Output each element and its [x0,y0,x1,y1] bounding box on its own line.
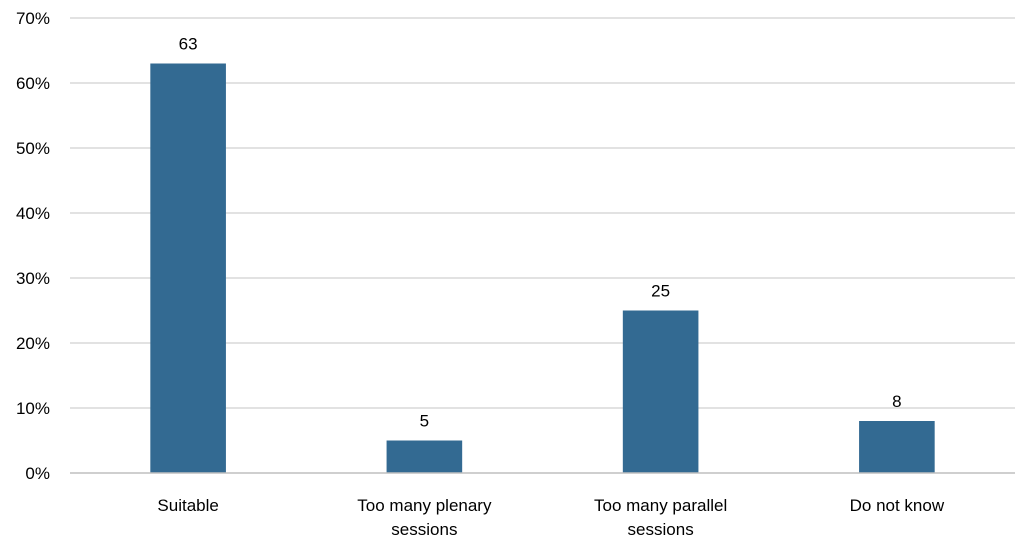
bar [150,63,226,473]
y-tick-label: 60% [16,74,50,93]
y-tick-label: 10% [16,399,50,418]
bars [150,63,935,473]
x-category-label-line: Do not know [850,496,945,515]
x-category-label-line: sessions [391,520,457,539]
y-axis-tick-labels: 0% 10% 20% 30% 40% 50% 60% 70% [16,9,50,483]
data-label: 5 [420,412,429,431]
data-label: 63 [179,35,198,54]
x-category-label: Too many parallel sessions [594,496,727,539]
bar [859,421,935,473]
x-category-label-line: sessions [628,520,694,539]
data-labels: 63 5 25 8 [179,35,902,431]
x-category-label-line: Suitable [157,496,218,515]
x-category-label-line: Too many plenary [357,496,492,515]
y-tick-label: 50% [16,139,50,158]
bar [386,440,463,473]
y-tick-label: 0% [25,464,50,483]
x-category-label-line: Too many parallel [594,496,727,515]
x-category-label: Suitable [157,496,218,515]
x-category-label: Do not know [850,496,945,515]
gridlines [70,17,1015,409]
y-tick-label: 30% [16,269,50,288]
y-tick-label: 70% [16,9,50,28]
bar [622,310,699,473]
y-tick-label: 20% [16,334,50,353]
x-category-label: Too many plenary sessions [357,496,492,539]
data-label: 8 [892,392,901,411]
data-label: 25 [651,282,670,301]
y-tick-label: 40% [16,204,50,223]
